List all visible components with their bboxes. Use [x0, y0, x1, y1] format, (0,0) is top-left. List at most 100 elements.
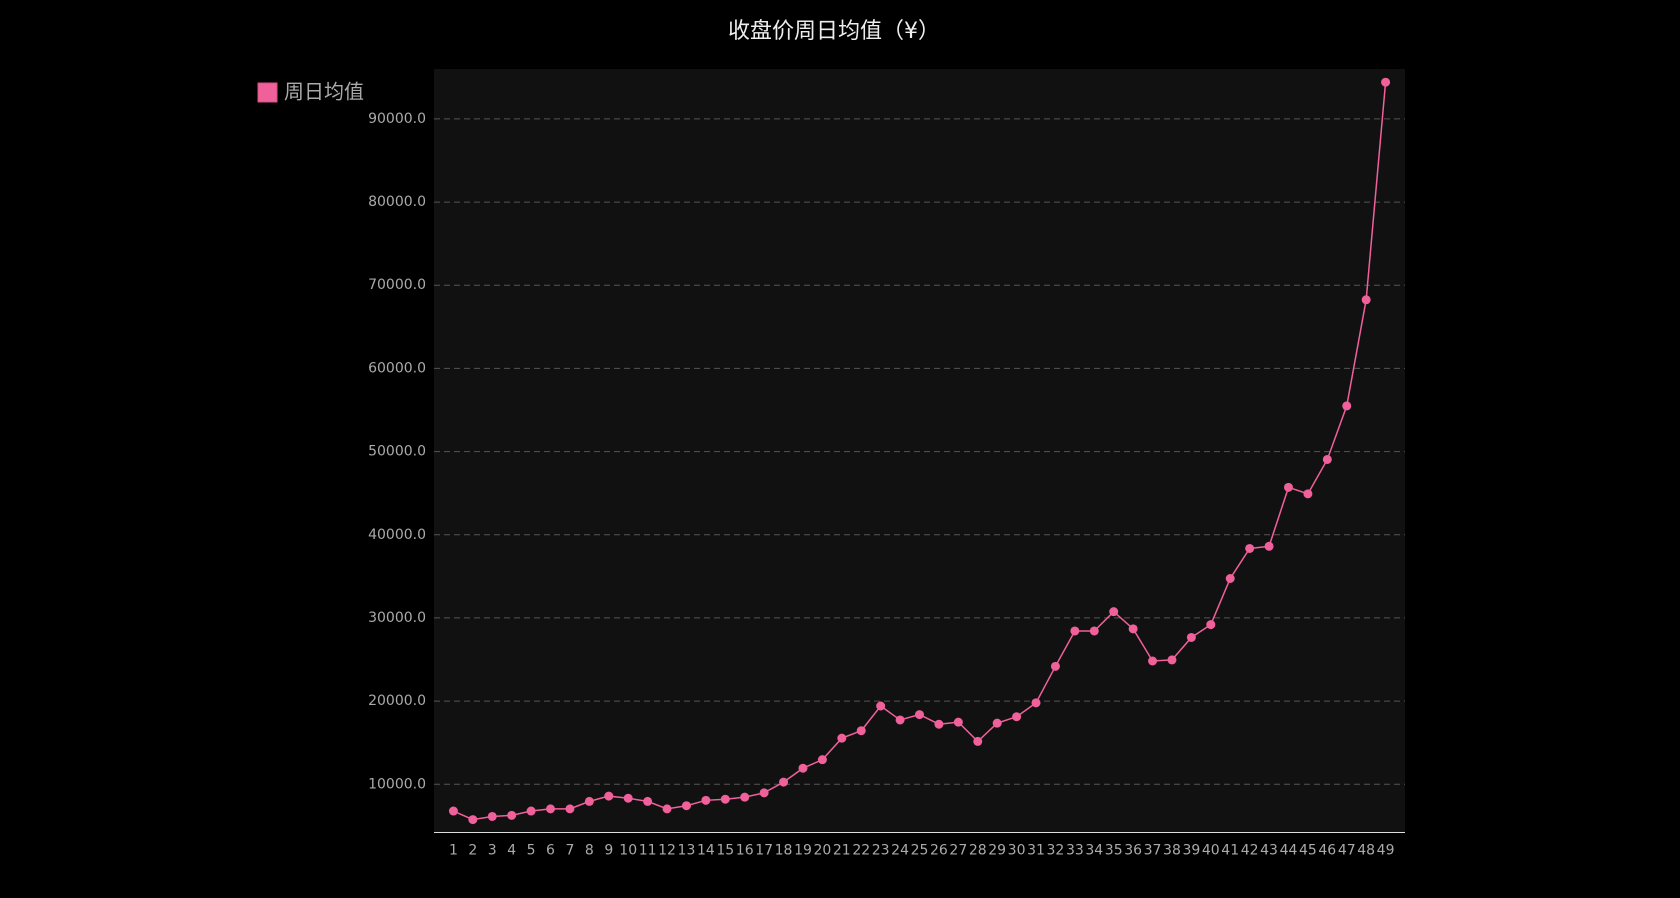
- x-tick-label: 10: [619, 843, 637, 859]
- x-tick-label: 40: [1202, 843, 1220, 859]
- x-tick-label: 18: [775, 843, 793, 859]
- point: [837, 733, 847, 743]
- x-tick-label: 15: [716, 843, 734, 859]
- point: [526, 806, 536, 816]
- point: [546, 804, 556, 814]
- y-tick-label: 10000.0: [368, 776, 426, 792]
- x-tick-label: 29: [988, 843, 1006, 859]
- point: [1264, 541, 1274, 551]
- point: [895, 715, 905, 725]
- x-tick-label: 39: [1182, 843, 1200, 859]
- x-tick-label: 16: [736, 843, 754, 859]
- x-tick-label: 24: [891, 843, 909, 859]
- point: [740, 792, 750, 802]
- x-tick-label: 27: [949, 843, 967, 859]
- point: [1225, 573, 1235, 583]
- x-tick-label: 6: [546, 843, 555, 859]
- point: [798, 763, 808, 773]
- point: [1148, 656, 1158, 666]
- x-tick-label: 21: [833, 843, 851, 859]
- point: [643, 796, 653, 806]
- point: [1012, 712, 1022, 722]
- point: [720, 794, 730, 804]
- point: [468, 815, 478, 825]
- chart-title: 收盘价周日均值（¥）: [728, 19, 940, 44]
- y-tick-label: 60000.0: [368, 360, 426, 376]
- x-tick-label: 8: [585, 843, 594, 859]
- x-tick-label: 12: [658, 843, 676, 859]
- point: [487, 811, 497, 821]
- x-tick-label: 31: [1027, 843, 1045, 859]
- point: [1050, 661, 1060, 671]
- x-tick-label: 25: [911, 843, 929, 859]
- x-tick-label: 42: [1241, 843, 1259, 859]
- x-tick-label: 5: [527, 843, 536, 859]
- y-tick-label: 30000.0: [368, 610, 426, 626]
- x-tick-label: 38: [1163, 843, 1181, 859]
- x-tick-label: 2: [468, 843, 477, 859]
- point: [934, 719, 944, 729]
- x-tick-label: 37: [1144, 843, 1162, 859]
- point: [1128, 624, 1138, 634]
- x-tick-label: 20: [813, 843, 831, 859]
- point: [1381, 77, 1391, 87]
- point: [681, 801, 691, 811]
- legend-swatch: [257, 82, 278, 103]
- legend-label: 周日均值: [284, 80, 364, 104]
- x-tick-label: 3: [488, 843, 497, 859]
- point: [1031, 698, 1041, 708]
- y-tick-label: 80000.0: [368, 194, 426, 210]
- point: [1167, 655, 1177, 665]
- x-tick-label: 26: [930, 843, 948, 859]
- x-tick-label: 23: [872, 843, 890, 859]
- point: [1109, 607, 1119, 617]
- point: [992, 718, 1002, 728]
- point: [701, 795, 711, 805]
- x-tick-label: 22: [852, 843, 870, 859]
- point: [1283, 482, 1293, 492]
- x-tick-label: 33: [1066, 843, 1084, 859]
- x-tick-label: 28: [969, 843, 987, 859]
- point: [1342, 401, 1352, 411]
- point: [507, 810, 517, 820]
- point: [779, 777, 789, 787]
- point: [973, 736, 983, 746]
- x-tick-label: 35: [1105, 843, 1123, 859]
- x-tick-label: 7: [565, 843, 574, 859]
- point: [448, 806, 458, 816]
- point: [1206, 620, 1216, 630]
- x-tick-label: 41: [1221, 843, 1239, 859]
- x-tick-label: 43: [1260, 843, 1278, 859]
- point: [817, 755, 827, 765]
- point: [584, 796, 594, 806]
- x-tick-label: 4: [507, 843, 516, 859]
- point: [662, 804, 672, 814]
- x-tick-label: 17: [755, 843, 773, 859]
- x-tick-label: 49: [1377, 843, 1395, 859]
- point: [1186, 632, 1196, 642]
- x-tick-label: 11: [639, 843, 657, 859]
- x-tick-label: 1: [449, 843, 458, 859]
- point: [1303, 489, 1313, 499]
- x-tick-label: 45: [1299, 843, 1317, 859]
- x-tick-label: 47: [1338, 843, 1356, 859]
- point: [1245, 543, 1255, 553]
- point: [856, 726, 866, 736]
- y-tick-label: 50000.0: [368, 444, 426, 460]
- x-tick-label: 48: [1357, 843, 1375, 859]
- plot-area: [434, 69, 1405, 833]
- point: [604, 791, 614, 801]
- x-tick-label: 36: [1124, 843, 1142, 859]
- y-tick-label: 40000.0: [368, 527, 426, 543]
- y-tick-label: 90000.0: [368, 111, 426, 127]
- point: [565, 804, 575, 814]
- point: [759, 788, 769, 798]
- point: [1089, 626, 1099, 636]
- point: [953, 717, 963, 727]
- x-tick-label: 34: [1085, 843, 1103, 859]
- point: [1070, 626, 1080, 636]
- x-tick-label: 32: [1047, 843, 1065, 859]
- x-tick-label: 14: [697, 843, 715, 859]
- x-tick-label: 30: [1008, 843, 1026, 859]
